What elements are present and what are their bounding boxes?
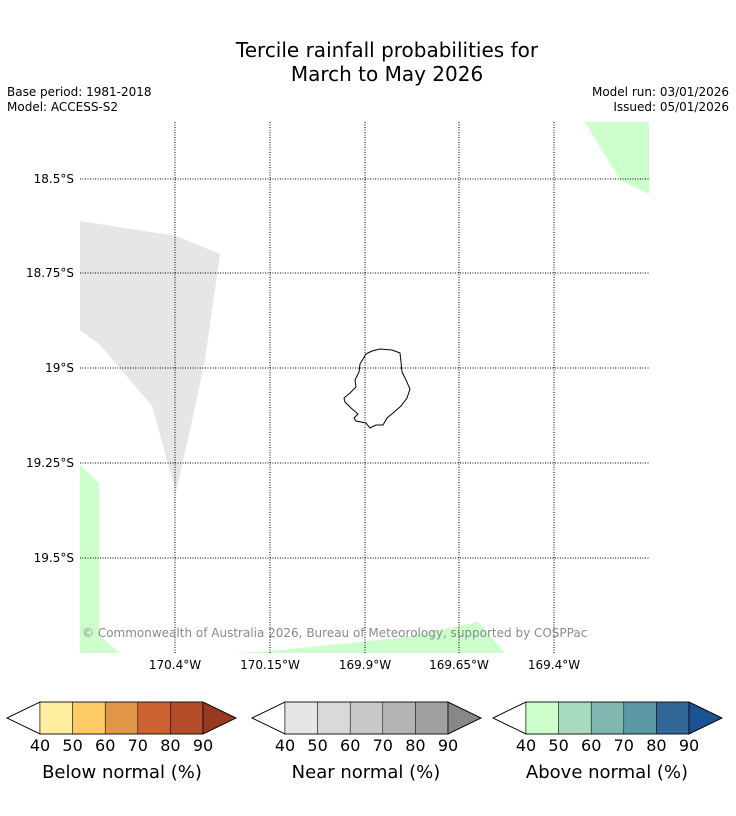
lat-label: 18.5°S	[34, 172, 74, 186]
lon-label: 169.4°W	[528, 658, 580, 672]
island-coastline	[343, 348, 411, 429]
legend-swatch	[137, 701, 171, 735]
lat-label: 19.5°S	[34, 551, 74, 565]
legend-tick-label: 80	[646, 736, 666, 755]
legend-swatch	[39, 701, 73, 735]
meta-left: Base period: 1981-2018 Model: ACCESS-S2	[7, 85, 152, 115]
legend-swatch	[317, 701, 351, 735]
map-title: Tercile rainfall probabilities for March…	[0, 38, 736, 86]
legend-title: Near normal (%)	[292, 762, 441, 783]
legend-above-normal: 40 50 60 70 80 90 Above normal (%)	[492, 701, 723, 783]
legend-swatch	[349, 701, 384, 735]
base-period: Base period: 1981-2018	[7, 85, 152, 99]
legend-tick-label: 80	[160, 736, 180, 755]
legend-below-normal: 40 50 60 70 80 90 Below normal (%)	[6, 701, 237, 783]
above-normal-region-s	[230, 622, 505, 653]
legend-title: Above normal (%)	[526, 762, 688, 783]
legend-tick-label: 90	[679, 736, 699, 755]
legend-swatch	[284, 701, 318, 735]
legend-tick-label: 70	[128, 736, 148, 755]
lon-label: 170.4°W	[149, 658, 201, 672]
copyright-notice: © Commonwealth of Australia 2026, Bureau…	[82, 626, 587, 640]
legend-tick-label: 60	[340, 736, 360, 755]
legend-tick-label: 40	[30, 736, 50, 755]
legend-tick-label: 90	[438, 736, 458, 755]
legend-swatch	[382, 701, 416, 735]
legend-swatch	[558, 701, 592, 735]
legend-tick-label: 50	[548, 736, 568, 755]
model-name: Model: ACCESS-S2	[7, 100, 119, 114]
legend-swatch	[623, 701, 657, 735]
legend-tick-label: 40	[516, 736, 536, 755]
legend-arrow-high	[202, 701, 237, 735]
legend-arrow-low	[251, 701, 286, 735]
legend-tick-label: 80	[405, 736, 425, 755]
map-area: © Commonwealth of Australia 2026, Bureau…	[80, 122, 649, 653]
legend-arrow-low	[492, 701, 527, 735]
lat-label: 18.75°S	[26, 266, 74, 280]
issued-date: Issued: 05/01/2026	[613, 100, 729, 114]
legend-tick-label: 60	[581, 736, 601, 755]
legend-swatch	[415, 701, 449, 735]
legend-tick-label: 60	[95, 736, 115, 755]
legend-swatch	[104, 701, 139, 735]
longitude-labels: 170.4°W 170.15°W 169.9°W 169.65°W 169.4°…	[149, 658, 580, 672]
legend-swatch	[590, 701, 625, 735]
legend-swatch	[72, 701, 106, 735]
legend-tick-label: 50	[62, 736, 82, 755]
lon-label: 170.15°W	[240, 658, 300, 672]
meta-right: Model run: 03/01/2026 Issued: 05/01/2026	[592, 85, 729, 115]
latitude-labels: 18.5°S 18.75°S 19°S 19.25°S 19.5°S	[26, 172, 74, 565]
model-run: Model run: 03/01/2026	[591, 85, 729, 99]
lon-label: 169.65°W	[429, 658, 489, 672]
near-normal-region	[80, 221, 220, 492]
gridlines	[80, 122, 649, 653]
legend-tick-label: 90	[193, 736, 213, 755]
legend-swatch	[170, 701, 204, 735]
legend-tick-label: 50	[307, 736, 327, 755]
legend-arrow-high	[688, 701, 723, 735]
legend-outline	[6, 701, 237, 735]
map-canvas: © Commonwealth of Australia 2026, Bureau…	[26, 122, 649, 672]
above-normal-region-sw	[80, 465, 120, 653]
legend-title: Below normal (%)	[42, 762, 202, 783]
legend-arrow-low	[6, 701, 41, 735]
legend-tick-label: 70	[614, 736, 634, 755]
lat-label: 19.25°S	[26, 456, 74, 470]
legend-outline	[251, 701, 482, 735]
map-title-line1: Tercile rainfall probabilities for	[235, 38, 539, 62]
legend-outline	[492, 701, 723, 735]
above-normal-region-ne	[585, 122, 649, 194]
map-title-line2: March to May 2026	[290, 62, 484, 86]
legend-arrow-high	[447, 701, 482, 735]
lon-label: 169.9°W	[339, 658, 391, 672]
legend-tick-label: 70	[373, 736, 393, 755]
legend-tick-label: 40	[275, 736, 295, 755]
lat-label: 19°S	[45, 361, 74, 375]
legend-swatch	[656, 701, 690, 735]
legend-near-normal: 40 50 60 70 80 90 Near normal (%)	[251, 701, 482, 783]
legend-swatch	[525, 701, 559, 735]
